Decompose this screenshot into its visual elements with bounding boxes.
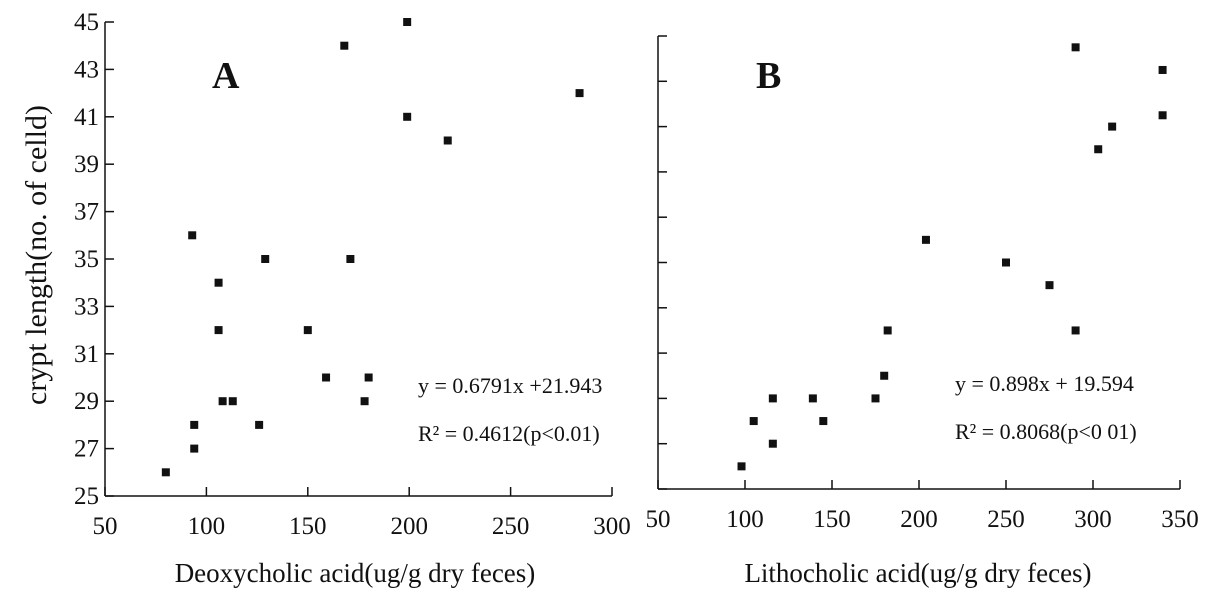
y-tick-label: 35 bbox=[74, 246, 99, 273]
x-tick-label: 150 bbox=[813, 506, 851, 533]
data-point bbox=[1158, 111, 1167, 120]
x-tick-label: 200 bbox=[390, 513, 428, 540]
panel-b-r2: R² = 0.8068(p<0 01) bbox=[955, 419, 1137, 444]
x-tick-label: 350 bbox=[1161, 506, 1199, 533]
data-point bbox=[364, 373, 373, 382]
data-point bbox=[360, 397, 369, 406]
data-point bbox=[768, 394, 777, 403]
y-tick-label: 45 bbox=[74, 9, 99, 36]
y-tick-label: 29 bbox=[74, 388, 99, 415]
data-point bbox=[749, 417, 758, 426]
y-tick-label: 31 bbox=[74, 341, 99, 368]
data-point bbox=[1071, 326, 1080, 335]
data-point bbox=[1002, 258, 1010, 267]
panel-a-label: A bbox=[212, 55, 240, 97]
data-point bbox=[261, 255, 270, 263]
panel-a-points bbox=[161, 18, 584, 477]
x-tick-label: 250 bbox=[492, 513, 530, 540]
data-point bbox=[1108, 122, 1117, 131]
data-point bbox=[188, 231, 197, 240]
data-point bbox=[214, 278, 223, 287]
data-point bbox=[921, 235, 930, 244]
data-point bbox=[161, 468, 170, 477]
data-point bbox=[340, 41, 349, 50]
panel-a-x-ticks: 50 100 150 200 250 300 bbox=[93, 487, 631, 540]
y-tick-label: 39 bbox=[74, 151, 99, 178]
panel-a-y-ticks: 25 27 29 31 33 35 37 39 41 43 45 bbox=[74, 9, 114, 510]
data-point bbox=[403, 18, 412, 26]
data-point bbox=[871, 394, 880, 403]
panel-b-x-axis-label: Lithocholic acid(ug/g dry feces) bbox=[744, 558, 1091, 588]
y-tick-label: 37 bbox=[74, 199, 99, 226]
panel-b-x-ticks: 50 100 150 200 250 300 350 bbox=[646, 480, 1199, 533]
data-point bbox=[1045, 281, 1054, 290]
x-tick-label: 250 bbox=[987, 506, 1025, 533]
data-point bbox=[190, 420, 199, 429]
panel-b-y-ticks bbox=[658, 35, 667, 490]
data-point bbox=[768, 439, 777, 448]
x-tick-label: 50 bbox=[93, 513, 118, 540]
panel-a-x-axis-label: Deoxycholic acid(ug/g dry feces) bbox=[175, 558, 536, 588]
data-point bbox=[443, 136, 452, 145]
data-point bbox=[403, 112, 412, 121]
data-point bbox=[214, 326, 223, 335]
x-tick-label: 100 bbox=[188, 513, 226, 540]
x-tick-label: 50 bbox=[646, 506, 671, 533]
data-point bbox=[190, 444, 199, 453]
x-tick-label: 200 bbox=[900, 506, 938, 533]
y-tick-label: 41 bbox=[74, 104, 99, 131]
y-tick-label: 25 bbox=[74, 483, 99, 510]
y-tick-label: 43 bbox=[74, 56, 99, 83]
x-tick-label: 100 bbox=[726, 506, 764, 533]
data-point bbox=[819, 417, 828, 426]
data-point bbox=[218, 397, 227, 406]
data-point bbox=[880, 371, 889, 380]
panel-a-equation: y = 0.6791x +21.943 bbox=[418, 373, 602, 398]
data-point bbox=[255, 420, 264, 429]
data-point bbox=[575, 89, 584, 98]
panel-b-equation: y = 0.898x + 19.594 bbox=[955, 371, 1134, 396]
data-point bbox=[1094, 145, 1103, 154]
data-point bbox=[228, 397, 237, 406]
x-tick-label: 150 bbox=[289, 513, 327, 540]
data-point bbox=[737, 462, 746, 471]
data-point bbox=[1158, 65, 1167, 74]
x-tick-label: 300 bbox=[1074, 506, 1112, 533]
panel-b-label: B bbox=[756, 55, 781, 97]
data-point bbox=[346, 255, 355, 263]
data-point bbox=[303, 326, 312, 335]
panel-a-r2: R² = 0.4612(p<0.01) bbox=[418, 421, 600, 446]
data-point bbox=[322, 373, 331, 382]
data-point bbox=[1071, 43, 1080, 52]
panel-a-chart: A 25 27 29 31 33 35 37 39 41 43 45 50 100 150 200 250 3… bbox=[74, 9, 631, 588]
panel-b-points bbox=[737, 43, 1167, 471]
data-point bbox=[883, 326, 892, 335]
y-tick-label: 27 bbox=[74, 436, 99, 463]
x-tick-label: 300 bbox=[593, 513, 631, 540]
y-axis-label: crypt length(no. of celld) bbox=[20, 105, 53, 405]
data-point bbox=[808, 394, 817, 403]
y-tick-label: 33 bbox=[74, 293, 99, 320]
panel-b-chart: B 50 100 150 200 250 300 350 y = 0.898x + 19.5… bbox=[646, 35, 1199, 588]
